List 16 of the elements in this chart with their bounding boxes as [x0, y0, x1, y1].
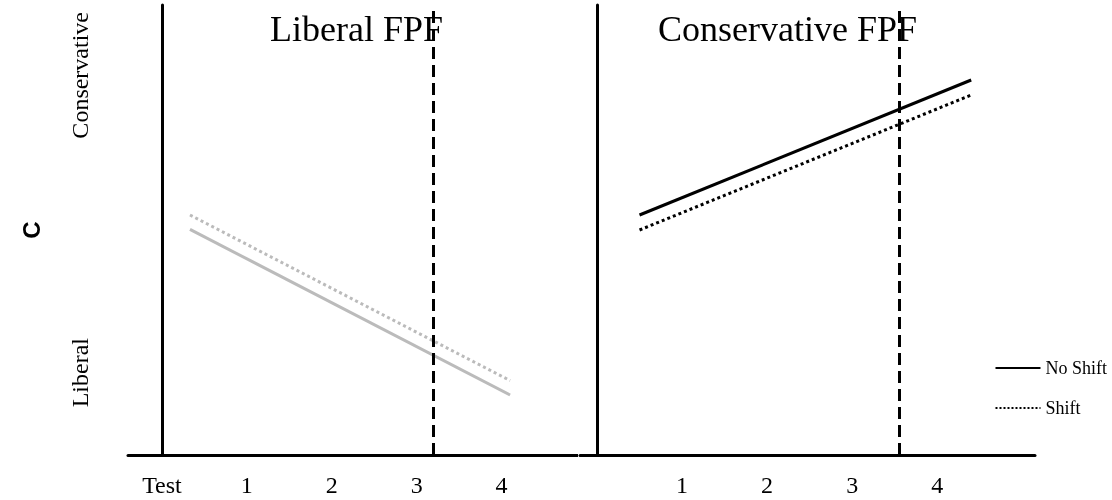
x-tick-label: 4 [495, 472, 508, 498]
x-tick-label: 1 [240, 472, 253, 498]
legend-label: Shift [1045, 398, 1081, 418]
x-tick-label: 3 [846, 472, 859, 498]
x-tick-label: 1 [676, 472, 689, 498]
chart-title: Liberal FPF [270, 9, 444, 49]
legend-label: No Shift [1045, 358, 1108, 378]
text: Liberal [67, 337, 93, 408]
text: Conservative [67, 11, 93, 139]
y-axis-title: C [17, 221, 45, 239]
chart-title: Conservative FPF [658, 9, 918, 49]
x-tick-label: 4 [931, 472, 944, 498]
x-tick-label: 2 [325, 472, 338, 498]
x-tick-label: Test [142, 472, 183, 498]
x-tick-label: 2 [761, 472, 774, 498]
x-tick-label: 3 [410, 472, 423, 498]
